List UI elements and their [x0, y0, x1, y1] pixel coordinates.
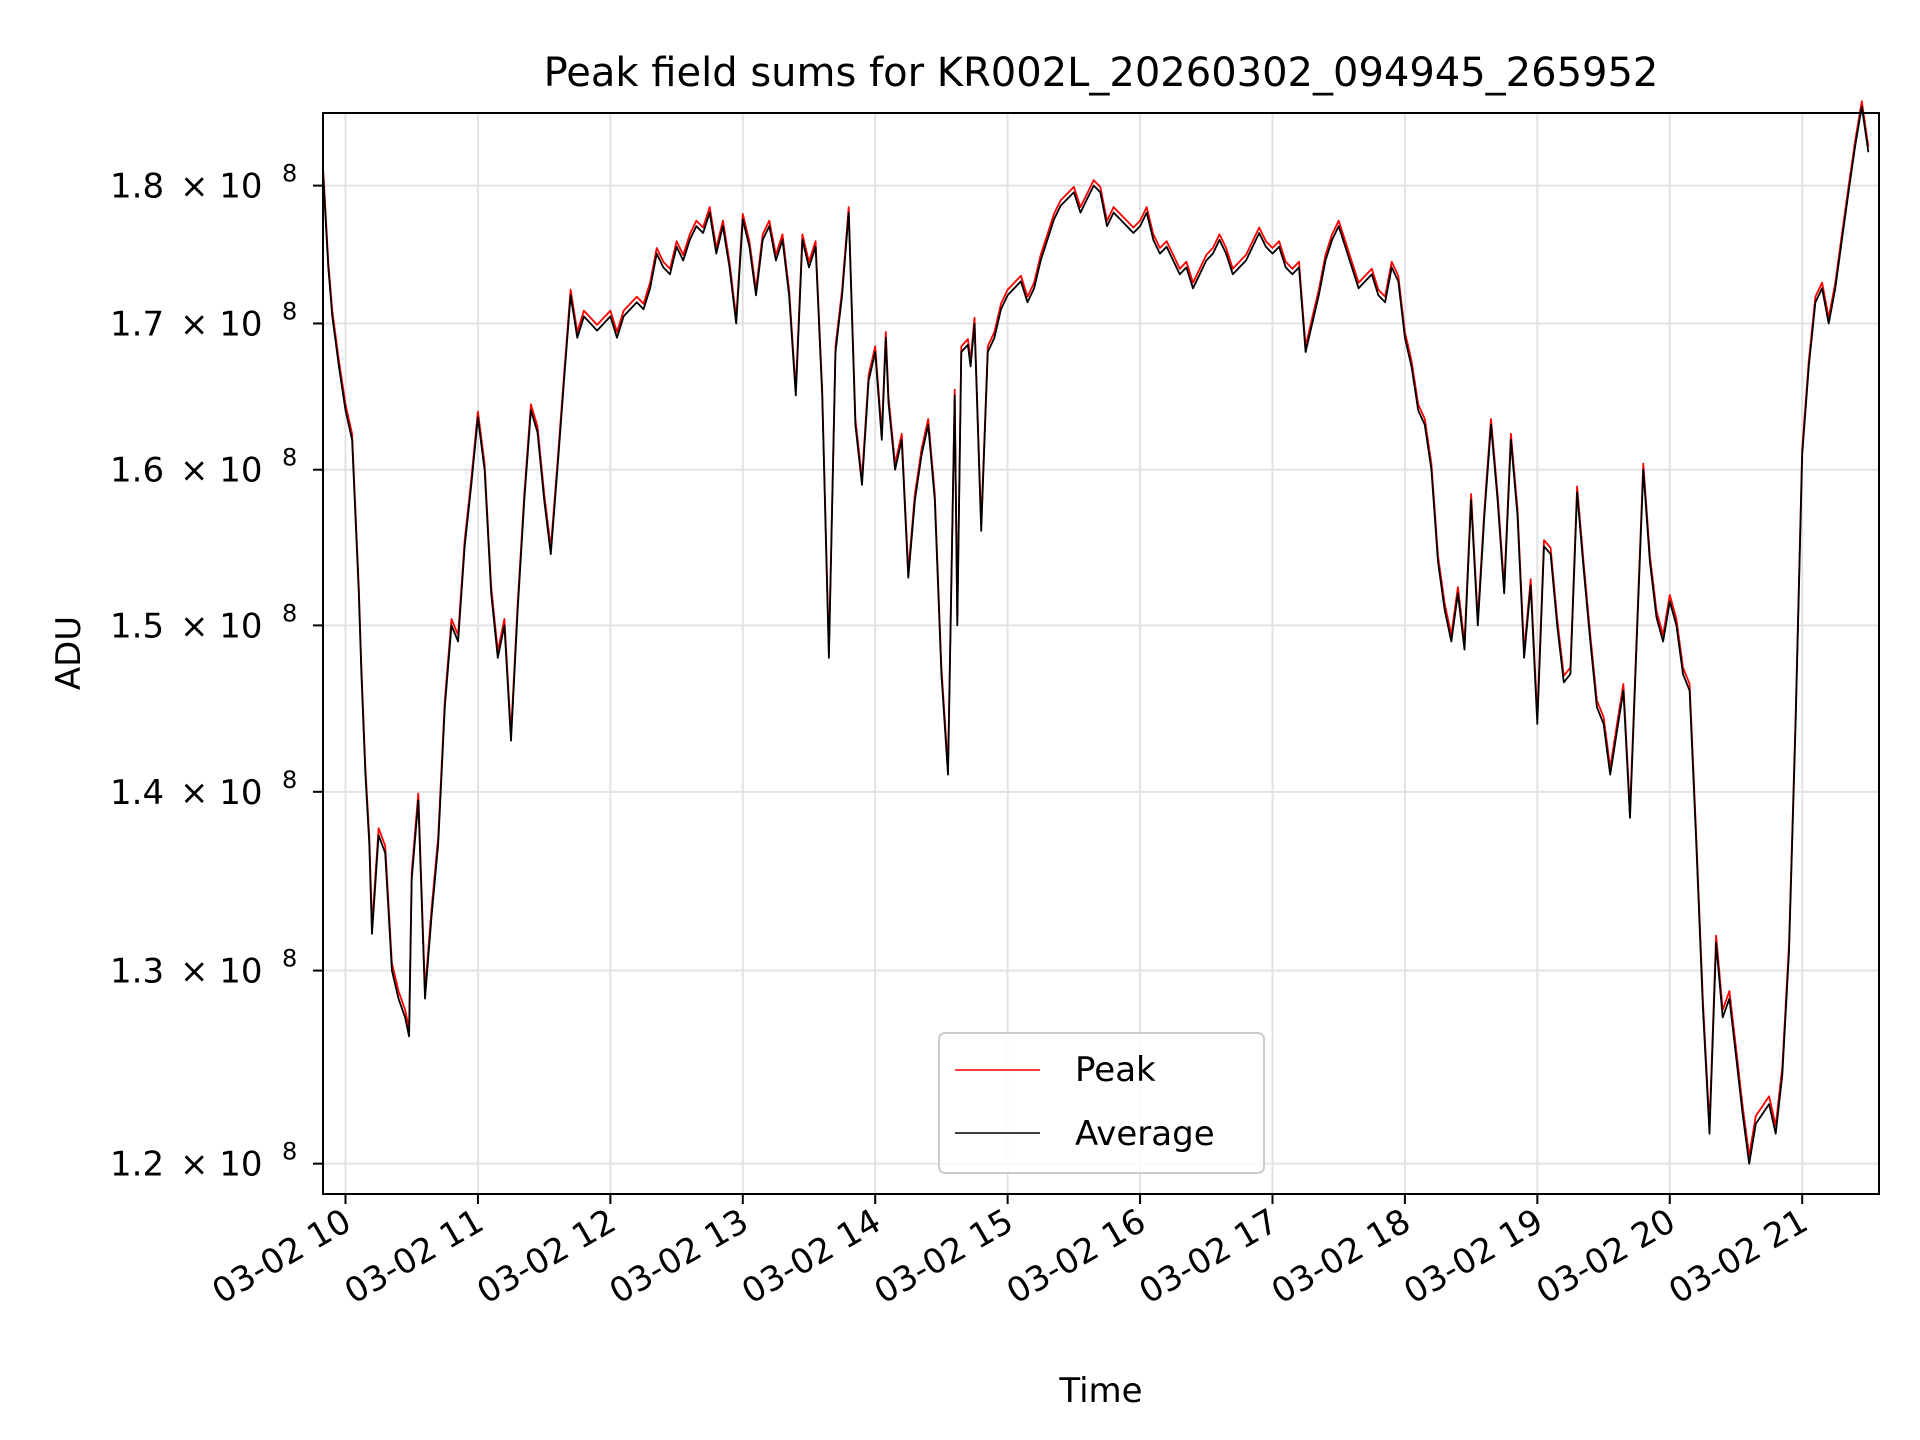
- y-tick-exponent: 8: [282, 599, 297, 627]
- x-axis-label: Time: [1058, 1371, 1142, 1411]
- y-tick-multiplier: × 10: [180, 1145, 263, 1185]
- legend: Peak Average: [938, 1032, 1265, 1174]
- y-tick-label: 1.2 × 10 8: [110, 1138, 297, 1185]
- series-line-average: [322, 105, 1870, 1165]
- y-tick-multiplier: × 10: [180, 304, 263, 344]
- y-tick-multiplier: × 10: [180, 952, 263, 992]
- gridlines: [323, 113, 1879, 1194]
- y-tick-label: 1.8 × 10 8: [110, 160, 297, 207]
- y-tick-mantissa: 1.3: [110, 952, 164, 992]
- y-tick-label: 1.7 × 10 8: [110, 297, 297, 344]
- legend-label-peak: Peak: [1075, 1050, 1156, 1090]
- y-tick-mantissa: 1.5: [110, 606, 164, 646]
- y-tick-multiplier: × 10: [180, 167, 263, 207]
- series-layer: [322, 100, 1870, 1165]
- y-tick-exponent: 8: [282, 444, 297, 472]
- legend-label-average: Average: [1075, 1114, 1215, 1154]
- y-tick-label: 1.4 × 10 8: [110, 766, 297, 813]
- legend-box: [938, 1032, 1265, 1174]
- y-tick-exponent: 8: [282, 160, 297, 188]
- y-tick-mantissa: 1.8: [110, 167, 164, 207]
- y-tick-mantissa: 1.6: [110, 451, 164, 491]
- y-tick-label: 1.5 × 10 8: [110, 599, 297, 646]
- y-tick-label: 1.3 × 10 8: [110, 945, 297, 992]
- y-tick-exponent: 8: [282, 766, 297, 794]
- y-axis: 1.2 × 10 8 1.3 × 10 8 1.4 × 10 8 1.5 × 10 8 1.6 × 10 8…: [110, 160, 323, 1185]
- y-tick-exponent: 8: [282, 297, 297, 325]
- plot-frame: [322, 112, 1880, 1195]
- y-tick-exponent: 8: [282, 945, 297, 973]
- y-tick-label: 1.6 × 10 8: [110, 444, 297, 491]
- y-tick-mantissa: 1.2: [110, 1145, 164, 1185]
- y-tick-mantissa: 1.7: [110, 304, 164, 344]
- y-tick-multiplier: × 10: [180, 773, 263, 813]
- y-axis-label: ADU: [49, 616, 89, 690]
- y-tick-mantissa: 1.4: [110, 773, 164, 813]
- chart-title: Peak field sums for KR002L_20260302_0949…: [544, 50, 1659, 96]
- y-tick-multiplier: × 10: [180, 451, 263, 491]
- y-tick-exponent: 8: [282, 1138, 297, 1166]
- y-tick-multiplier: × 10: [180, 606, 263, 646]
